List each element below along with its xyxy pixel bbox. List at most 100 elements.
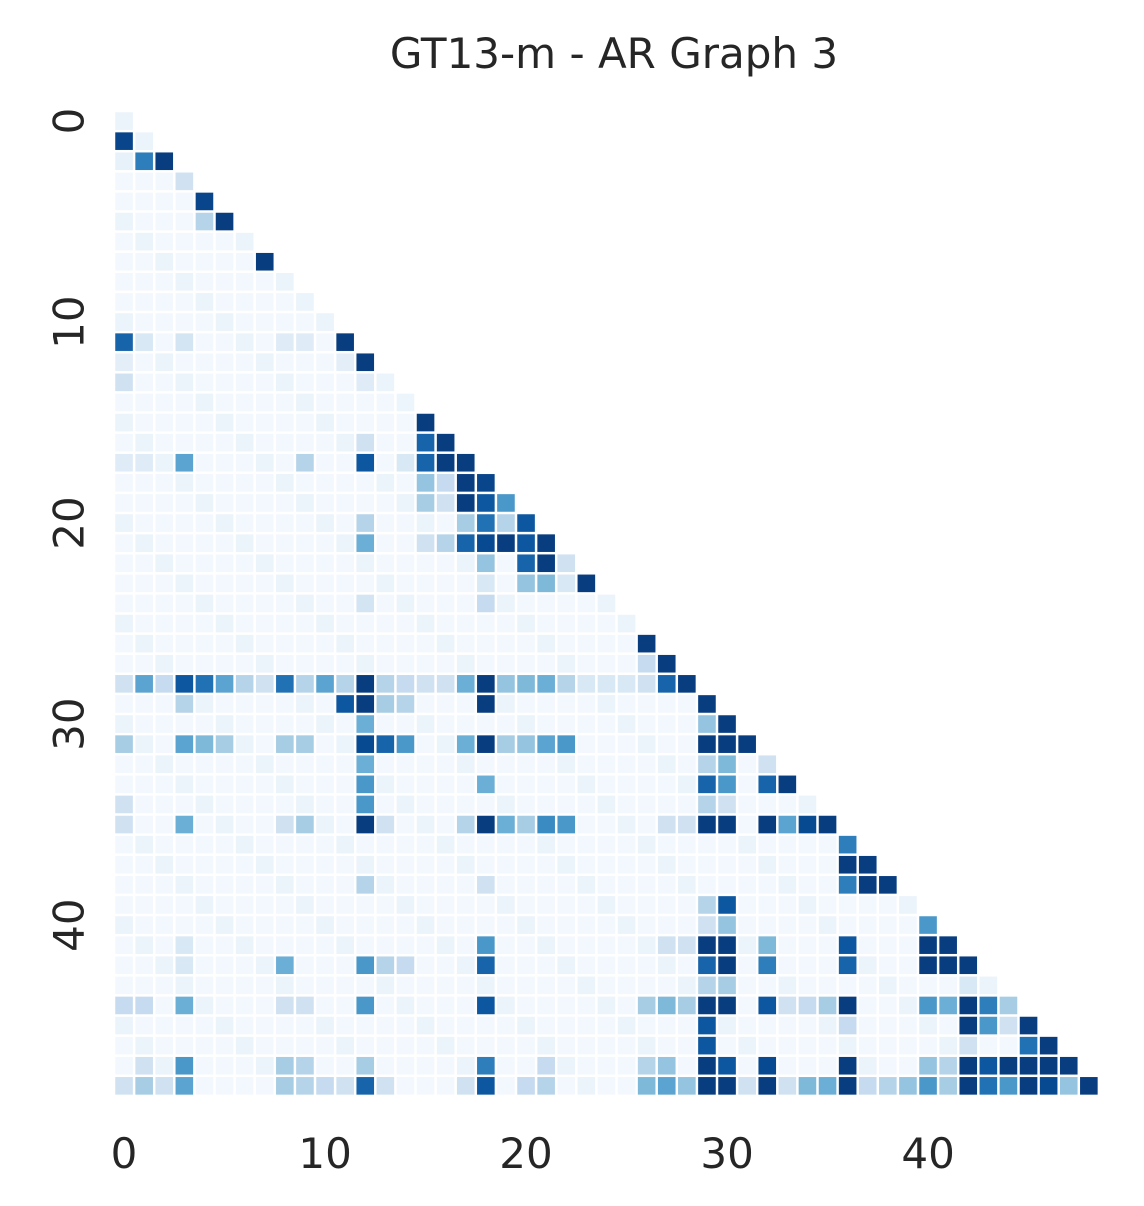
heatmap-cell-48-35: [818, 1077, 837, 1095]
heatmap-cell-40-26: [637, 916, 656, 934]
heatmap-cell-22-19: [497, 554, 515, 573]
heatmap-cell-26-16: [436, 634, 455, 653]
heatmap-cell-45-23: [577, 1016, 596, 1035]
heatmap-cell-41-40: [919, 936, 937, 954]
heatmap-cell-29-4: [195, 695, 214, 713]
heatmap-cell-41-11: [336, 936, 354, 954]
heatmap-cell-41-4: [195, 936, 214, 954]
heatmap-cell-45-16: [436, 1016, 455, 1035]
heatmap-cell-40-27: [657, 916, 676, 934]
heatmap-cell-17-0: [115, 453, 133, 472]
heatmap-cell-24-7: [255, 594, 274, 613]
heatmap-cell-27-18: [477, 654, 495, 673]
heatmap-cell-36-29: [698, 835, 716, 854]
heatmap-cell-13-1: [135, 373, 153, 392]
heatmap-cell-48-4: [195, 1077, 214, 1095]
heatmap-cell-47-26: [637, 1056, 656, 1075]
heatmap-cell-13-0: [115, 373, 133, 392]
heatmap-cell-31-12: [356, 735, 375, 753]
heatmap-cell-10-9: [296, 313, 314, 331]
heatmap-cell-38-28: [678, 876, 696, 894]
heatmap-cell-30-5: [215, 715, 234, 733]
heatmap-cell-20-15: [416, 514, 435, 532]
heatmap-cell-47-0: [115, 1056, 133, 1075]
heatmap-cell-43-28: [678, 976, 696, 995]
heatmap-cell-16-6: [235, 433, 254, 452]
heatmap-cell-46-23: [577, 1036, 596, 1055]
heatmap-cell-21-5: [215, 534, 234, 552]
heatmap-cell-44-16: [436, 996, 455, 1015]
heatmap-cell-31-9: [296, 735, 314, 753]
heatmap-cell-41-21: [537, 936, 555, 954]
heatmap-cell-43-14: [396, 976, 415, 995]
heatmap-cell-44-27: [657, 996, 676, 1015]
heatmap-cell-27-19: [497, 654, 515, 673]
heatmap-cell-35-32: [758, 815, 777, 834]
heatmap-cell-23-3: [175, 574, 194, 593]
heatmap-cell-47-36: [838, 1056, 857, 1075]
heatmap-cell-48-32: [758, 1077, 777, 1095]
heatmap-cell-43-18: [477, 976, 495, 995]
heatmap-cell-45-4: [195, 1016, 214, 1035]
heatmap-cell-43-34: [798, 976, 817, 995]
heatmap-cell-26-10: [316, 634, 334, 653]
heatmap-cell-33-18: [477, 775, 495, 794]
heatmap-cell-30-1: [135, 715, 153, 733]
heatmap-cell-3-3: [175, 172, 194, 191]
heatmap-cell-23-7: [255, 574, 274, 593]
heatmap-cell-47-5: [215, 1056, 234, 1075]
heatmap-cell-20-13: [376, 514, 395, 532]
heatmap-cell-46-42: [959, 1036, 978, 1055]
heatmap-cell-11-6: [235, 333, 254, 351]
x-tick-label: 20: [499, 1129, 552, 1178]
heatmap-cell-29-2: [155, 695, 174, 713]
x-tick-label: 10: [298, 1129, 351, 1178]
heatmap-cell-24-16: [436, 594, 455, 613]
heatmap-cell-45-35: [818, 1016, 837, 1035]
heatmap-cell-45-28: [678, 1016, 696, 1035]
heatmap-cell-41-37: [858, 936, 877, 954]
heatmap-cell-5-0: [115, 212, 133, 231]
heatmap-cell-25-17: [456, 614, 475, 633]
heatmap-cell-44-44: [999, 996, 1018, 1015]
heatmap-cell-22-8: [276, 554, 294, 573]
heatmap-cell-7-5: [215, 252, 234, 271]
heatmap-cell-32-25: [617, 755, 636, 774]
heatmap-cell-15-7: [255, 413, 274, 432]
heatmap-cell-48-25: [617, 1077, 636, 1095]
heatmap-cell-24-5: [215, 594, 234, 613]
heatmap-cell-16-9: [296, 433, 314, 452]
heatmap-cell-17-16: [436, 453, 455, 472]
heatmap-cell-9-7: [255, 293, 274, 311]
heatmap-cell-39-31: [738, 896, 756, 914]
heatmap-cell-48-13: [376, 1077, 395, 1095]
heatmap-cell-4-1: [135, 192, 153, 211]
heatmap-cell-41-15: [416, 936, 435, 954]
heatmap-cell-9-3: [175, 293, 194, 311]
heatmap-cell-6-3: [175, 232, 194, 251]
heatmap-cell-5-4: [195, 212, 214, 231]
heatmap-cell-40-39: [899, 916, 917, 934]
heatmap-cell-46-14: [396, 1036, 415, 1055]
heatmap-cell-32-18: [477, 755, 495, 774]
heatmap-cell-33-31: [738, 775, 756, 794]
heatmap-cell-27-0: [115, 654, 133, 673]
heatmap-cell-12-1: [135, 353, 153, 372]
x-tick-label: 0: [111, 1129, 138, 1178]
heatmap-cell-45-27: [657, 1016, 676, 1035]
heatmap-cell-35-2: [155, 815, 174, 834]
heatmap-cell-39-26: [637, 896, 656, 914]
heatmap-cell-42-7: [255, 956, 274, 975]
heatmap-cell-44-25: [617, 996, 636, 1015]
heatmap-cell-47-16: [436, 1056, 455, 1075]
heatmap-cell-23-16: [436, 574, 455, 593]
heatmap-cell-34-8: [276, 795, 294, 814]
heatmap-cell-9-1: [135, 293, 153, 311]
heatmap-cell-34-1: [135, 795, 153, 814]
heatmap-cell-42-20: [517, 956, 535, 975]
heatmap-cell-40-13: [376, 916, 395, 934]
heatmap-cell-43-39: [899, 976, 917, 995]
heatmap-cell-39-14: [396, 896, 415, 914]
heatmap-cell-37-16: [436, 855, 455, 874]
heatmap-cell-42-36: [838, 956, 857, 975]
